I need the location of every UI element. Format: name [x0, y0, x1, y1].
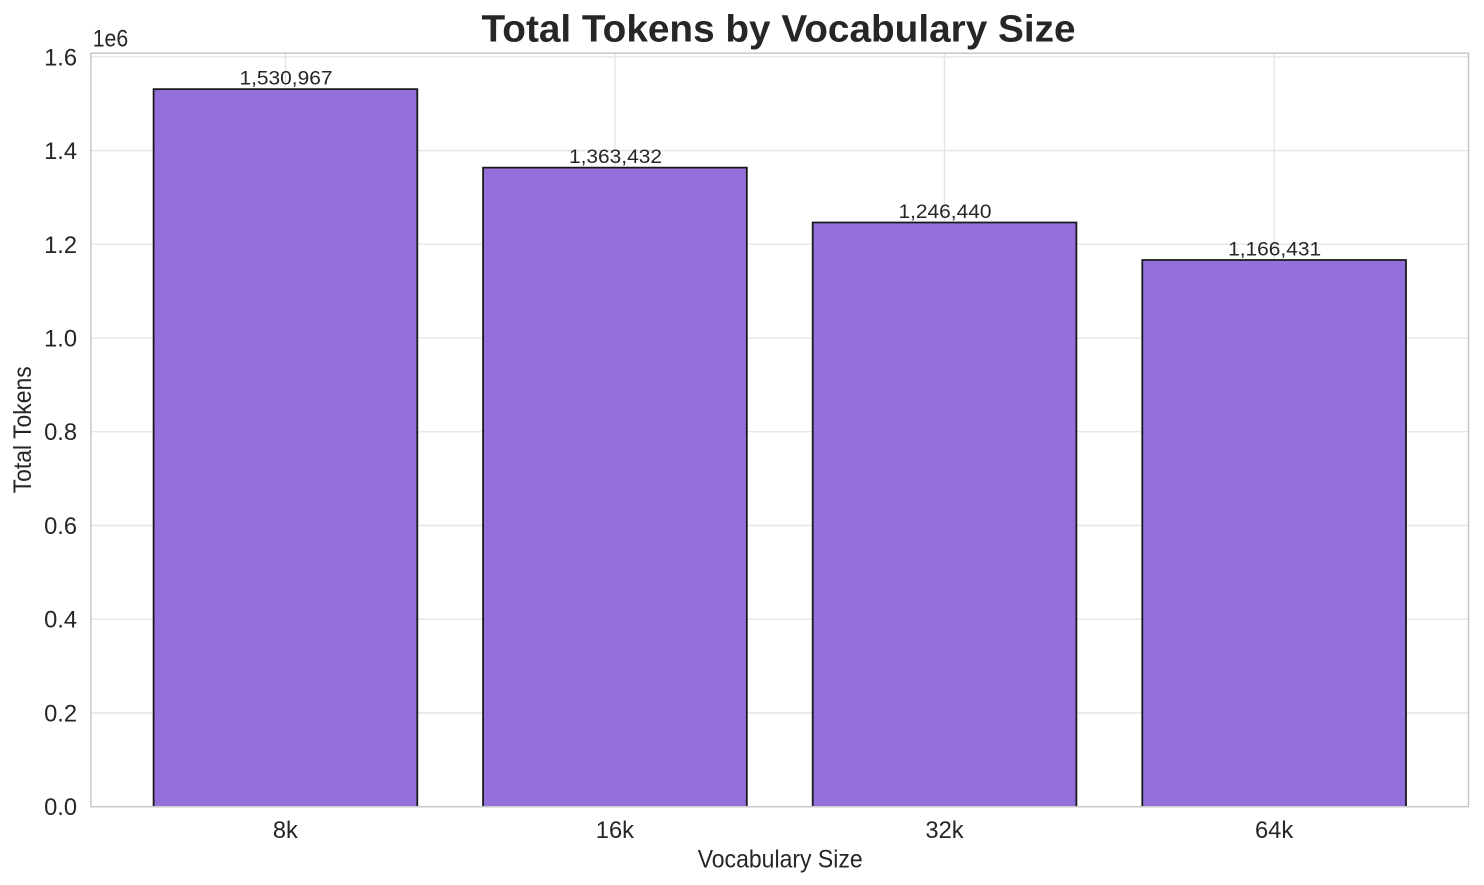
- svg-text:16k: 16k: [596, 818, 634, 844]
- svg-text:1,166,431: 1,166,431: [1228, 240, 1321, 261]
- svg-text:Vocabulary Size: Vocabulary Size: [698, 846, 863, 874]
- svg-text:64k: 64k: [1255, 818, 1293, 844]
- svg-text:1.6: 1.6: [44, 45, 77, 71]
- svg-text:0.2: 0.2: [44, 702, 77, 728]
- svg-text:Total Tokens by Vocabulary Siz: Total Tokens by Vocabulary Size: [482, 7, 1076, 50]
- svg-text:1,530,967: 1,530,967: [240, 69, 333, 90]
- svg-text:1.2: 1.2: [44, 233, 77, 259]
- svg-text:0.8: 0.8: [44, 420, 77, 446]
- svg-text:0.4: 0.4: [44, 608, 77, 634]
- svg-text:1.0: 1.0: [44, 327, 77, 353]
- svg-text:1.4: 1.4: [44, 139, 77, 165]
- svg-text:1,246,440: 1,246,440: [899, 202, 992, 223]
- svg-text:1,363,432: 1,363,432: [569, 147, 662, 168]
- svg-text:8k: 8k: [273, 818, 298, 844]
- svg-text:Total Tokens: Total Tokens: [9, 366, 37, 493]
- svg-text:0.0: 0.0: [44, 795, 77, 821]
- svg-text:32k: 32k: [925, 818, 963, 844]
- svg-text:0.6: 0.6: [44, 514, 77, 540]
- svg-text:1e6: 1e6: [93, 27, 129, 53]
